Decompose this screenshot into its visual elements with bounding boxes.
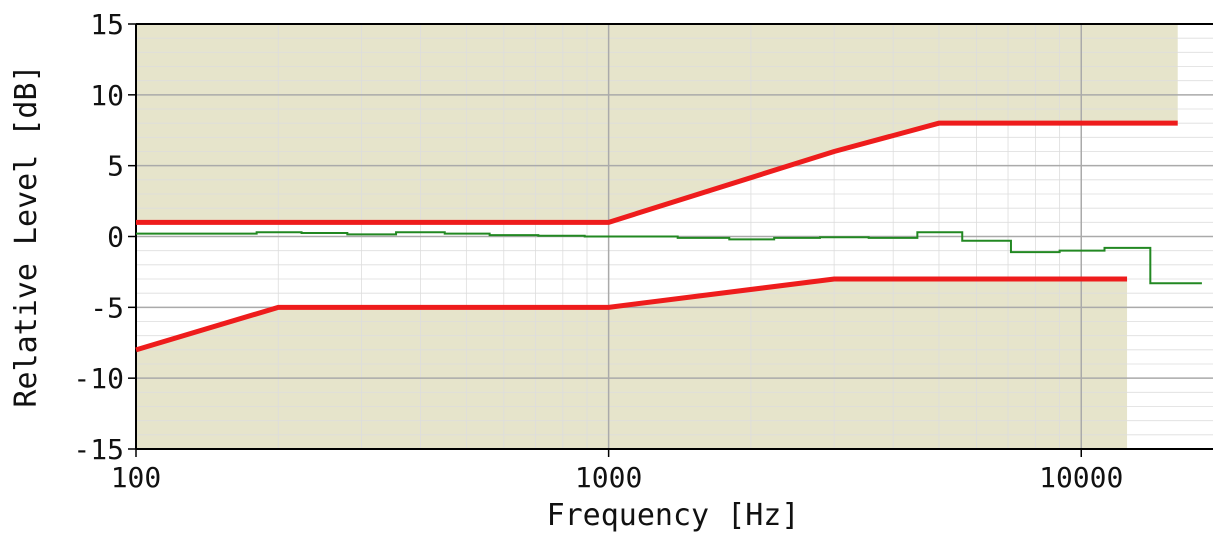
y-tick-label: 10 xyxy=(90,79,124,112)
x-tick-label: 10000 xyxy=(1039,461,1123,494)
x-axis-label: Frequency [Hz] xyxy=(547,498,800,533)
y-tick-label: 15 xyxy=(90,8,124,41)
y-tick-label: -5 xyxy=(90,291,124,324)
limit-line xyxy=(135,276,1128,353)
y-axis-label: Relative Level [dB] xyxy=(9,64,44,407)
measured-line xyxy=(136,231,1202,285)
y-tick-label: -15 xyxy=(73,433,124,466)
limit-line xyxy=(136,120,1178,225)
y-tick-label: 5 xyxy=(107,150,124,183)
y-tick-label: 0 xyxy=(107,221,124,254)
x-tick-label: 100 xyxy=(111,461,162,494)
x-tick-label: 1000 xyxy=(575,461,642,494)
y-tick-label: -10 xyxy=(73,362,124,395)
